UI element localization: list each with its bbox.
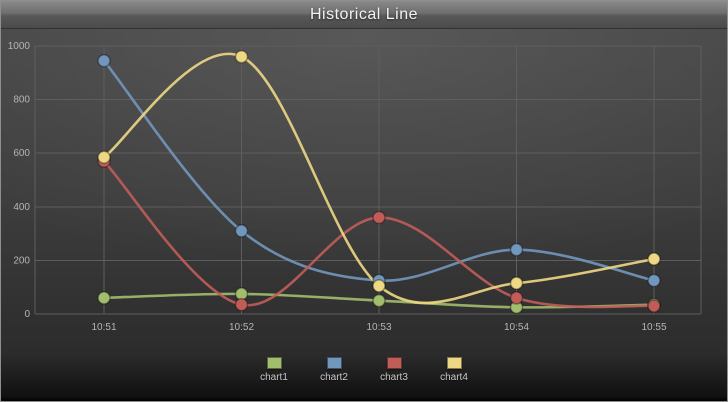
legend-swatch-chart1 bbox=[266, 357, 282, 369]
legend-swatch-chart2 bbox=[326, 357, 342, 369]
legend-label-chart4: chart4 bbox=[440, 372, 468, 383]
marker-chart2-10:54 bbox=[509, 242, 524, 257]
x-tick-label: 10:53 bbox=[366, 322, 391, 333]
marker-chart4-10:52 bbox=[234, 49, 249, 64]
chart-title-bar: Historical Line bbox=[1, 1, 727, 29]
legend-swatch-chart3 bbox=[386, 357, 402, 369]
chart-title: Historical Line bbox=[310, 5, 418, 23]
marker-chart2-10:55 bbox=[647, 273, 661, 288]
marker-chart3-10:52 bbox=[234, 297, 249, 312]
x-tick-label: 10:51 bbox=[91, 322, 116, 333]
y-tick-label: 1000 bbox=[8, 41, 31, 52]
series-line-chart3 bbox=[102, 159, 656, 309]
marker-chart1-10:51 bbox=[97, 291, 111, 305]
x-tick-label: 10:52 bbox=[229, 322, 254, 333]
marker-chart3-10:53 bbox=[372, 210, 386, 225]
marker-chart4-10:53 bbox=[372, 279, 386, 293]
line-chart: 0 200 400 600 800 1000 10:51 10:52 10:53 10:54 10:… bbox=[8, 41, 702, 333]
legend: chart1 chart2 chart3 chart4 bbox=[1, 357, 727, 383]
x-tick-label: 10:55 bbox=[641, 322, 666, 333]
marker-chart2-10:51 bbox=[97, 53, 111, 68]
legend-item-chart3[interactable]: chart3 bbox=[372, 357, 416, 383]
legend-label-chart1: chart1 bbox=[260, 372, 288, 383]
legend-item-chart2[interactable]: chart2 bbox=[312, 357, 356, 383]
y-tick-label: 200 bbox=[13, 255, 30, 266]
marker-chart3-10:55 bbox=[647, 299, 661, 313]
y-tick-label: 400 bbox=[13, 202, 30, 213]
marker-chart4-10:55 bbox=[647, 252, 661, 266]
marker-chart3-10:54 bbox=[509, 291, 524, 305]
y-tick-label: 800 bbox=[13, 95, 30, 106]
legend-label-chart2: chart2 bbox=[320, 372, 348, 383]
y-tick-label: 0 bbox=[24, 309, 30, 320]
marker-chart1-10:53 bbox=[372, 293, 386, 308]
legend-swatch-chart4 bbox=[446, 357, 462, 369]
y-tick-label: 600 bbox=[13, 148, 30, 159]
marker-chart4-10:51 bbox=[97, 150, 111, 164]
legend-item-chart4[interactable]: chart4 bbox=[432, 357, 476, 383]
legend-label-chart3: chart3 bbox=[380, 372, 408, 383]
x-tick-label: 10:54 bbox=[504, 322, 529, 333]
legend-item-chart1[interactable]: chart1 bbox=[252, 357, 296, 383]
marker-chart2-10:52 bbox=[234, 224, 249, 238]
marker-chart4-10:54 bbox=[509, 276, 524, 290]
series-line-chart4 bbox=[102, 52, 656, 305]
